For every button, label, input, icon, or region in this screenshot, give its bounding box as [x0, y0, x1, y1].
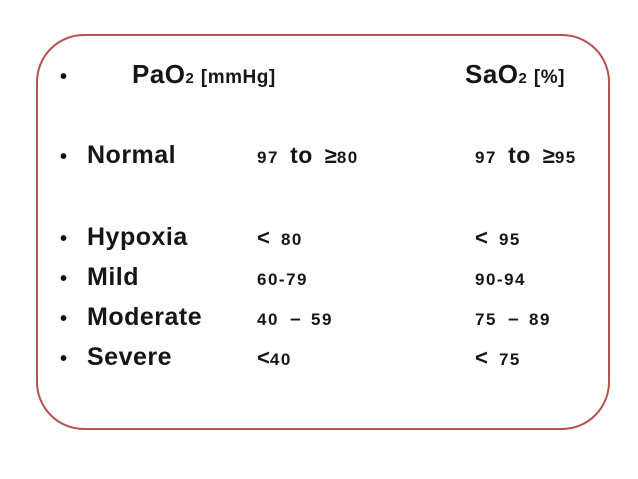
- bullet-icon: •: [60, 348, 68, 370]
- sao2-header-subscript: 2: [518, 70, 527, 87]
- sao2-value: 75 – 89: [475, 306, 590, 335]
- pao2-header-subscript: 2: [185, 70, 194, 87]
- pao2-header-text: PaO: [132, 59, 186, 89]
- value-segment: <: [257, 225, 281, 250]
- sao2-value: < 75: [475, 344, 590, 375]
- table-row: • Mild 60-79 90-94: [60, 263, 590, 291]
- value-segment: 75: [498, 350, 521, 369]
- pao2-value: <40: [257, 344, 475, 375]
- pao2-value: 97 to ≥80: [257, 141, 475, 173]
- sao2-value: 90-94: [475, 266, 590, 295]
- value-segment: 80: [336, 148, 359, 167]
- row-label: Hypoxia: [87, 223, 188, 251]
- value-segment: 89: [529, 310, 551, 329]
- value-segment: 40: [269, 350, 292, 369]
- value-segment: 95: [554, 148, 577, 167]
- row-label: Moderate: [87, 303, 203, 331]
- table-row: • Hypoxia < 80 < 95: [60, 223, 590, 251]
- value-segment: –: [290, 309, 311, 330]
- sao2-value: < 95: [475, 224, 590, 255]
- value-segment: ≥: [542, 143, 555, 168]
- table-header-row: • PaO2 [mmHg] SaO2 [%]: [60, 60, 590, 88]
- value-segment: ≥: [324, 143, 337, 168]
- bullet-icon: •: [60, 228, 68, 250]
- pao2-header-unit: [mmHg]: [200, 67, 276, 88]
- row-label: Normal: [87, 141, 177, 169]
- sao2-column-header: SaO2 [%]: [465, 60, 590, 93]
- pao2-value: 40 – 59: [257, 306, 475, 335]
- value-segment: 90-94: [475, 270, 526, 289]
- value-segment: 60-79: [257, 270, 308, 289]
- value-segment: 97: [257, 148, 291, 167]
- table-row: • Severe <40 < 75: [60, 343, 590, 371]
- sao2-header-unit: [%]: [533, 67, 565, 88]
- value-segment: 59: [311, 310, 333, 329]
- row-label: Mild: [87, 263, 139, 291]
- value-segment: 80: [280, 230, 303, 249]
- slide-card: • PaO2 [mmHg] SaO2 [%] • Normal 97 to ≥80 …: [36, 34, 610, 430]
- sao2-value: 97 to ≥95: [475, 141, 590, 173]
- pao2-value: 60-79: [257, 266, 475, 295]
- bullet-icon: •: [60, 146, 68, 168]
- value-segment: 75: [475, 310, 509, 329]
- bullet-icon: •: [60, 268, 68, 290]
- sao2-header-text: SaO: [465, 59, 519, 89]
- value-segment: 40: [257, 310, 291, 329]
- value-segment: <: [257, 345, 270, 370]
- value-segment: 95: [498, 230, 521, 249]
- value-segment: <: [475, 225, 499, 250]
- pao2-value: < 80: [257, 224, 475, 255]
- bullet-icon: •: [60, 66, 68, 88]
- table-body: • Normal 97 to ≥80 97 to ≥95 • Hypoxia <…: [60, 141, 590, 371]
- row-label: Severe: [87, 343, 173, 371]
- table-row: • Moderate 40 – 59 75 – 89: [60, 303, 590, 331]
- pao2-column-header: PaO2 [mmHg]: [87, 60, 465, 93]
- value-segment: <: [475, 345, 499, 370]
- table-row: • Normal 97 to ≥80 97 to ≥95: [60, 141, 590, 169]
- value-segment: 97: [475, 148, 509, 167]
- value-segment: to: [290, 142, 325, 168]
- value-segment: to: [508, 142, 543, 168]
- bullet-icon: •: [60, 308, 68, 330]
- value-segment: –: [508, 309, 529, 330]
